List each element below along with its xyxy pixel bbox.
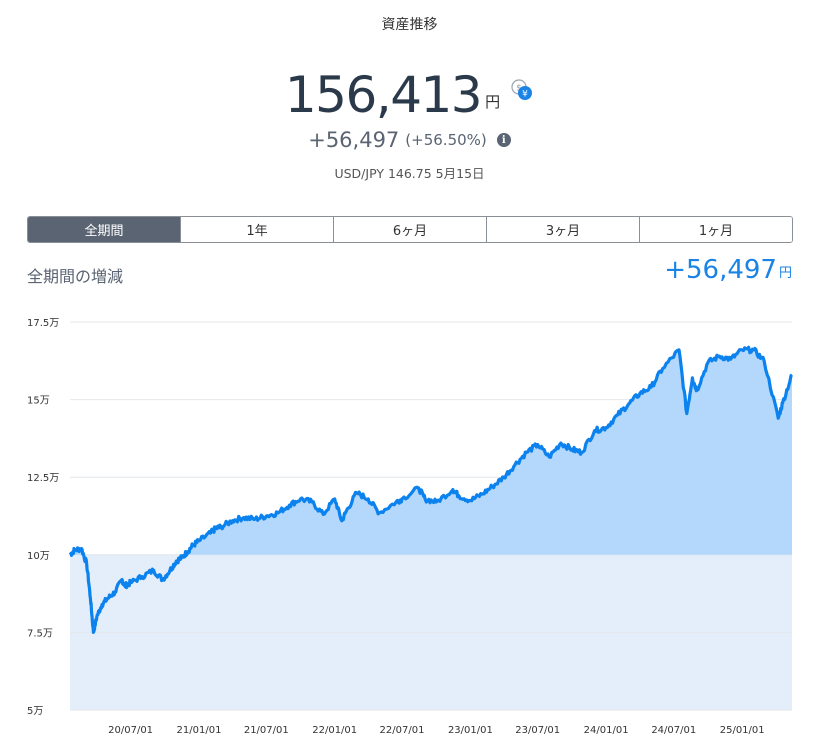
x-tick-label: 23/01/01 bbox=[448, 725, 493, 736]
y-tick-label: 12.5万 bbox=[27, 473, 59, 484]
tab-6-months[interactable]: 6ヶ月 bbox=[333, 217, 486, 242]
x-tick-label: 22/01/01 bbox=[312, 725, 357, 736]
period-change-value: +56,497 bbox=[664, 255, 777, 285]
x-tick-label: 21/07/01 bbox=[244, 725, 289, 736]
tab-1-year[interactable]: 1年 bbox=[180, 217, 333, 242]
period-change: +56,497 円 bbox=[664, 255, 792, 285]
page-title: 資産推移 bbox=[381, 17, 438, 33]
period-tabs: 全期間 1年 6ヶ月 3ヶ月 1ヶ月 bbox=[27, 216, 793, 243]
tab-3-months[interactable]: 3ヶ月 bbox=[486, 217, 639, 242]
total-change-row: +56,497 (+56.50%) i bbox=[0, 128, 819, 152]
series-line bbox=[68, 345, 793, 634]
total-amount-row: 156,413 円 $ ¥ bbox=[0, 66, 819, 124]
info-icon[interactable]: i bbox=[496, 133, 511, 147]
x-tick-label: 24/07/01 bbox=[651, 725, 696, 736]
x-tick-label: 23/07/01 bbox=[515, 725, 560, 736]
tab-all-period[interactable]: 全期間 bbox=[28, 217, 180, 242]
y-tick-label: 7.5万 bbox=[27, 628, 53, 639]
y-tick-label: 15万 bbox=[27, 396, 50, 407]
x-tick-label: 20/07/01 bbox=[108, 725, 153, 736]
total-change-percent: (+56.50%) bbox=[405, 131, 487, 149]
x-tick-label: 25/01/01 bbox=[720, 725, 765, 736]
x-tick-label: 22/07/01 bbox=[380, 725, 425, 736]
tab-1-month[interactable]: 1ヶ月 bbox=[639, 217, 792, 242]
total-amount-unit: 円 bbox=[485, 93, 501, 111]
x-tick-label: 24/01/01 bbox=[584, 725, 629, 736]
svg-text:$: $ bbox=[516, 84, 522, 94]
y-tick-label: 10万 bbox=[27, 551, 50, 562]
total-amount: 156,413 bbox=[284, 66, 483, 124]
period-change-unit: 円 bbox=[778, 266, 792, 281]
exchange-rate: USD/JPY 146.75 5月15日 bbox=[334, 166, 485, 181]
x-tick-label: 21/01/01 bbox=[177, 725, 222, 736]
y-tick-label: 17.5万 bbox=[27, 318, 59, 329]
dollar-yen-icon[interactable]: $ ¥ bbox=[510, 78, 534, 102]
y-tick-label: 5万 bbox=[27, 706, 43, 717]
series-area bbox=[70, 347, 792, 555]
svg-text:¥: ¥ bbox=[522, 90, 528, 100]
asset-chart: 17.5万 15万 12.5万 10万 7.5万 5万 20/07/01 21/01/01 21… bbox=[27, 318, 793, 736]
period-change-label: 全期間の増減 bbox=[27, 267, 124, 286]
total-change-value: +56,497 bbox=[308, 128, 400, 152]
